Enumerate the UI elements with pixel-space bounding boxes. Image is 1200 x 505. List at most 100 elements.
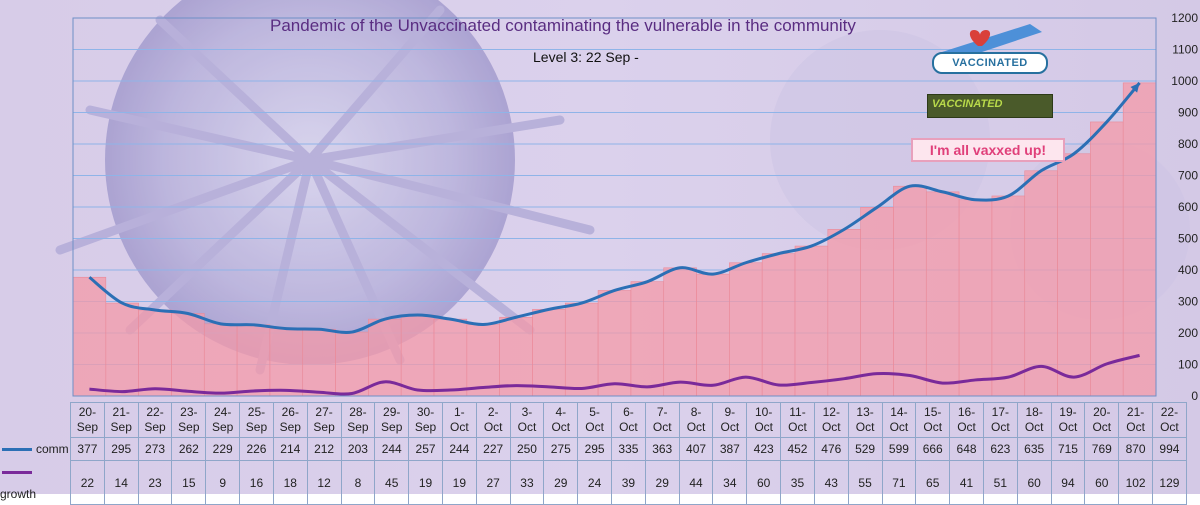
x-tick-label-part: 25- [247, 405, 266, 419]
comm-data-label: 250 [509, 437, 545, 461]
comm-data-label: 623 [982, 437, 1018, 461]
x-tick-label-part: Sep [347, 420, 369, 434]
y-tick-label: 500 [1178, 232, 1198, 246]
comm-data-label: 295 [103, 437, 139, 461]
x-tick-label: 2- Oct [475, 402, 511, 438]
comm-data-label: 262 [171, 437, 207, 461]
comm-data-label: 423 [746, 437, 782, 461]
comm-data-label: 476 [813, 437, 849, 461]
comm-data-label: 666 [915, 437, 951, 461]
x-tick-label-part: Oct [619, 420, 638, 434]
x-tick-label: 10- Oct [746, 402, 782, 438]
x-tick-label: 27- Sep [306, 402, 342, 438]
heart-icon [969, 30, 991, 46]
comm-area-column [1024, 170, 1058, 397]
growth-data-label: 60 [1084, 460, 1120, 505]
x-tick-label-part: 10- [754, 405, 773, 419]
x-tick-label-part: Sep [381, 420, 403, 434]
x-tick-label: 18- Oct [1016, 402, 1052, 438]
x-tick-label-part: 3- [521, 405, 533, 419]
growth-data-label: 14 [103, 460, 139, 505]
comm-area-column [597, 290, 632, 397]
x-tick-label: 11- Oct [780, 402, 815, 438]
comm-area-column [203, 323, 238, 397]
comm-area-column [433, 318, 468, 397]
x-tick-label-part: 2- [487, 405, 499, 419]
x-tick-label: 13- Oct [847, 402, 883, 438]
growth-data-label: 29 [543, 460, 579, 505]
comm-area-column [1057, 153, 1091, 397]
x-tick-label-part: 20- [78, 405, 97, 419]
growth-data-label: 71 [881, 460, 917, 505]
growth-data-label: 60 [1016, 460, 1052, 505]
x-tick-label-part: Oct [720, 420, 740, 434]
comm-data-label: 244 [441, 437, 477, 461]
x-tick-label-part: 22- [1160, 405, 1179, 419]
comm-legend-swatch [2, 448, 32, 452]
plot-frame [72, 17, 1157, 397]
growth-legend-swatch [2, 470, 32, 474]
growth-data-label: 22 [70, 460, 105, 505]
x-tick-label: 29- Sep [374, 402, 410, 438]
growth-data-label: 23 [137, 460, 173, 505]
x-tick-label-part: Oct [517, 420, 537, 434]
comm-data-label: 227 [475, 437, 511, 461]
comm-data-label: 407 [678, 437, 714, 461]
comm-data-label: 529 [847, 437, 883, 461]
x-tick-label-part: Oct [686, 420, 706, 434]
comm-data-label: 635 [1016, 437, 1052, 461]
growth-data-label: 27 [475, 460, 511, 505]
comm-data-label: 363 [644, 437, 680, 461]
y-tick-label: 1000 [1171, 74, 1198, 88]
x-tick-label: 4- Oct [543, 402, 579, 438]
x-tick-label: 3- Oct [509, 402, 545, 438]
comm-area-column [400, 314, 435, 397]
x-tick-label: 22- Oct [1152, 402, 1187, 438]
x-tick-label-part: Oct [551, 420, 571, 434]
comm-data-label: 229 [205, 437, 241, 461]
x-tick-label: 15- Oct [915, 402, 951, 438]
x-tick-label-part: 30- [416, 405, 435, 419]
comm-data-label: 994 [1152, 437, 1187, 461]
x-tick-label-part: 21- [1126, 405, 1145, 419]
comm-area-column [72, 276, 107, 397]
vaccinated-badge-label: VACCINATED [932, 52, 1048, 74]
x-tick-label: 8- Oct [678, 402, 714, 438]
x-tick-label-part: 7- [656, 405, 668, 419]
comm-area-column [532, 309, 566, 397]
x-tick-label-part: 21- [112, 405, 130, 419]
growth-data-label: 12 [306, 460, 342, 505]
x-tick-label-part: Oct [957, 420, 976, 434]
x-tick-label: 17- Oct [982, 402, 1018, 438]
x-tick-label-part: Oct [821, 420, 841, 434]
x-tick-label: 20- Sep [70, 402, 105, 438]
x-tick-label-part: Sep [211, 420, 234, 434]
data-table: 20- Sep 21- Sep 22- Sep 23- Sep 24- Sep 25- Sep 26- S… [0, 402, 1187, 505]
comm-area-column [1122, 82, 1157, 397]
y-tick-label: 1100 [1172, 43, 1198, 57]
x-tick-label-part: Sep [76, 420, 99, 434]
comm-area-column [827, 229, 861, 397]
x-tick-label-part: Oct [889, 420, 909, 434]
legend-comm-label: comm [36, 442, 69, 456]
comm-data-label: 648 [949, 437, 984, 461]
growth-data-label: 43 [813, 460, 849, 505]
comm-area-column [958, 199, 993, 397]
comm-area-column [138, 309, 172, 397]
x-tick-label-part: 1- [454, 405, 465, 419]
x-tick-label-part: 29- [383, 405, 401, 419]
growth-data-label: 41 [949, 460, 984, 505]
x-tick-label: 21- Oct [1118, 402, 1153, 438]
comm-area-column [893, 185, 927, 397]
comm-data-label: 226 [239, 437, 274, 461]
x-tick-label-part: 17- [991, 405, 1010, 419]
x-tick-label: 21- Sep [103, 402, 139, 438]
x-tick-label-part: 12- [822, 405, 840, 419]
x-tick-label-part: 14- [890, 405, 908, 419]
comm-data-label: 203 [340, 437, 376, 461]
x-tick-label-part: Sep [414, 420, 437, 434]
comm-area-column [630, 281, 665, 397]
vaxxed-badge: I'm all vaxxed up! [911, 138, 1065, 162]
x-tick-label: 7- Oct [644, 402, 680, 438]
x-tick-label-part: Sep [144, 420, 166, 434]
